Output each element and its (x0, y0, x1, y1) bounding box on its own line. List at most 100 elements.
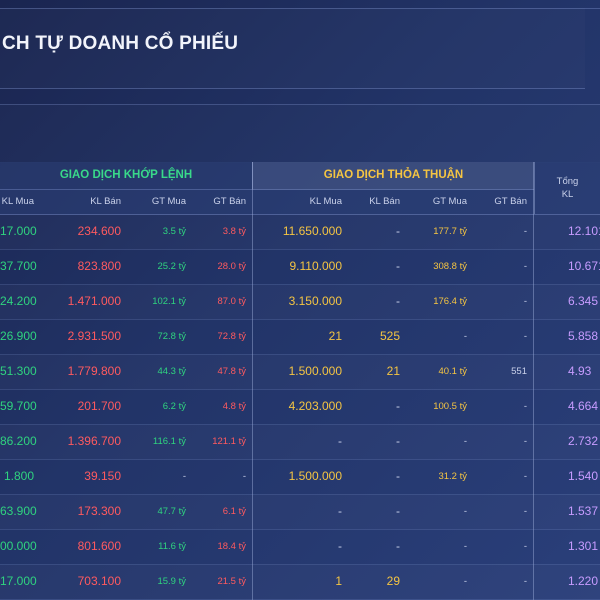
table-row[interactable]: 17.000 703.100 15.9 tỷ 21.5 tỷ 1 29 - - 1.220 (0, 564, 600, 600)
col-header-kl-ban[interactable]: KL Bán (90, 196, 121, 207)
cell-tt-gt-mua: - (463, 541, 467, 552)
cell-kl-mua: 26.900 (0, 329, 37, 343)
cell-tt-kl-ban: - (396, 504, 400, 518)
cell-tong-kl: 1.537 (568, 504, 599, 518)
page-title: CH TỰ DOANH CỔ PHIẾU (2, 33, 239, 54)
cell-kl-ban: 801.600 (77, 539, 121, 553)
col-header-gt-mua[interactable]: GT Mua (151, 196, 186, 207)
cell-gt-mua: 11.6 tỷ (158, 541, 186, 552)
cell-tt-kl-mua: 3.150.000 (288, 294, 342, 308)
cell-gt-mua: 3.5 tỷ (162, 226, 186, 237)
cell-tt-kl-mua: - (338, 504, 342, 518)
table-row[interactable]: 51.300 1.779.800 44.3 tỷ 47.8 tỷ 1.500.000 21… (0, 354, 600, 390)
cell-tt-gt-ban: - (523, 401, 527, 412)
group-header-negotiated: GIAO DỊCH THỎA THUẬN (252, 162, 534, 190)
cell-tt-gt-mua: 100.5 tỷ (433, 401, 467, 412)
cell-gt-mua: 72.8 tỷ (157, 331, 186, 342)
cell-tt-gt-ban: - (523, 541, 527, 552)
cell-gt-ban: 28.0 tỷ (217, 261, 246, 272)
cell-tong-kl: 4.93 (568, 364, 592, 378)
cell-tt-kl-ban: - (396, 259, 400, 273)
cell-kl-mua: 59.700 (0, 399, 37, 413)
cell-kl-ban: 1.779.800 (67, 364, 121, 378)
col-header-gt-ban[interactable]: GT Bán (213, 196, 246, 207)
cell-kl-ban: 823.800 (77, 259, 121, 273)
table-row[interactable]: 59.700 201.700 6.2 tỷ 4.8 tỷ 4.203.000 - 100.5… (0, 389, 600, 425)
cell-tt-gt-mua: - (463, 436, 467, 447)
table-row[interactable]: 17.000 234.600 3.5 tỷ 3.8 tỷ 11.650.000 - 177.… (0, 214, 600, 250)
toolbar-band (0, 104, 600, 163)
cell-kl-ban: 1.396.700 (67, 434, 121, 448)
cell-tt-gt-mua: 31.2 tỷ (438, 471, 467, 482)
cell-tt-kl-mua: - (338, 539, 342, 553)
cell-tt-gt-ban: - (523, 436, 527, 447)
title-bar: CH TỰ DOANH CỔ PHIẾU (0, 8, 585, 89)
group-header-matched: GIAO DỊCH KHỚP LỆNH (0, 162, 252, 190)
cell-kl-mua: 63.900 (0, 504, 37, 518)
cell-tt-kl-mua: 11.650.000 (282, 224, 342, 238)
cell-kl-mua: 86.200 (0, 434, 37, 448)
cell-tt-kl-ban: - (396, 224, 400, 238)
cell-tt-kl-mua: 9.110.000 (289, 259, 343, 273)
column-divider (252, 162, 253, 600)
cell-tt-gt-mua: - (463, 506, 467, 517)
table-row[interactable]: 1.800 39.150 - - 1.500.000 - 31.2 tỷ - 1.540 (0, 459, 600, 495)
cell-tong-kl: 1.301 (568, 539, 599, 553)
table-row[interactable]: 86.200 1.396.700 116.1 tỷ 121.1 tỷ - - - - 2.732 (0, 424, 600, 460)
cell-kl-mua: 17.000 (0, 574, 37, 588)
cell-kl-ban: 173.300 (77, 504, 121, 518)
cell-tt-gt-ban: 551 (511, 366, 527, 377)
table-row[interactable]: 63.900 173.300 47.7 tỷ 6.1 tỷ - - - - 1.537 (0, 494, 600, 530)
cell-kl-mua: 51.300 (0, 364, 37, 378)
cell-tt-gt-mua: 176.4 tỷ (433, 296, 467, 307)
cell-gt-mua: 47.7 tỷ (157, 506, 186, 517)
col-header-tong-kl[interactable]: Tổng KL (534, 162, 600, 214)
cell-tong-kl: 6.345 (568, 294, 599, 308)
cell-gt-mua: - (182, 471, 186, 482)
cell-tong-kl: 12.101 (568, 224, 600, 238)
top-divider (0, 0, 600, 9)
cell-gt-mua: 15.9 tỷ (157, 576, 186, 587)
cell-kl-mua: 1.800 (3, 469, 34, 483)
cell-gt-ban: 3.8 tỷ (222, 226, 246, 237)
table-row[interactable]: 26.900 2.931.500 72.8 tỷ 72.8 tỷ 21 525 - - 5.85… (0, 319, 600, 355)
cell-gt-ban: 6.1 tỷ (222, 506, 246, 517)
cell-tt-gt-mua: - (463, 331, 467, 342)
cell-gt-mua: 6.2 tỷ (162, 401, 186, 412)
cell-tt-gt-mua: 177.7 tỷ (433, 226, 467, 237)
col-header-tt-gt-mua[interactable]: GT Mua (432, 196, 467, 207)
cell-tt-kl-ban: - (396, 399, 400, 413)
cell-tt-kl-ban: 29 (386, 574, 400, 588)
cell-tt-kl-mua: - (338, 434, 342, 448)
cell-tong-kl: 4.664 (568, 399, 599, 413)
cell-tt-kl-ban: - (396, 294, 400, 308)
cell-tt-kl-ban: 525 (379, 329, 400, 343)
table-row[interactable]: 37.700 823.800 25.2 tỷ 28.0 tỷ 9.110.000 - 308… (0, 249, 600, 285)
cell-tt-kl-mua: 1 (335, 574, 342, 588)
cell-tt-gt-ban: - (523, 576, 527, 587)
cell-kl-ban: 1.471.000 (67, 294, 121, 308)
col-header-tt-kl-ban[interactable]: KL Bán (369, 196, 400, 207)
cell-tt-kl-ban: - (396, 434, 400, 448)
cell-kl-ban: 39.150 (84, 469, 121, 483)
cell-gt-ban: 121.1 tỷ (212, 436, 246, 447)
cell-tt-gt-ban: - (523, 226, 527, 237)
cell-tt-kl-ban: - (396, 469, 400, 483)
cell-tt-gt-ban: - (523, 331, 527, 342)
table-row[interactable]: 00.000 801.600 11.6 tỷ 18.4 tỷ - - - - 1.301 (0, 529, 600, 565)
col-header-tt-gt-ban[interactable]: GT Bán (494, 196, 527, 207)
cell-tt-gt-mua: 308.8 tỷ (433, 261, 467, 272)
cell-gt-ban: 72.8 tỷ (217, 331, 246, 342)
cell-tong-kl: 2.732 (568, 434, 599, 448)
table-row[interactable]: 24.200 1.471.000 102.1 tỷ 87.0 tỷ 3.150.000 -… (0, 284, 600, 320)
col-header-tt-kl-mua[interactable]: KL Mua (309, 196, 342, 207)
cell-tong-kl: 1.220 (568, 574, 599, 588)
cell-gt-ban: 47.8 tỷ (217, 366, 246, 377)
cell-gt-ban: 4.8 tỷ (222, 401, 246, 412)
cell-kl-ban: 234.600 (77, 224, 121, 238)
cell-tong-kl: 5.858 (568, 329, 599, 343)
cell-tt-kl-ban: - (396, 539, 400, 553)
cell-tt-gt-ban: - (523, 471, 527, 482)
col-header-kl-mua[interactable]: KL Mua (1, 196, 34, 207)
cell-gt-mua: 44.3 tỷ (157, 366, 186, 377)
